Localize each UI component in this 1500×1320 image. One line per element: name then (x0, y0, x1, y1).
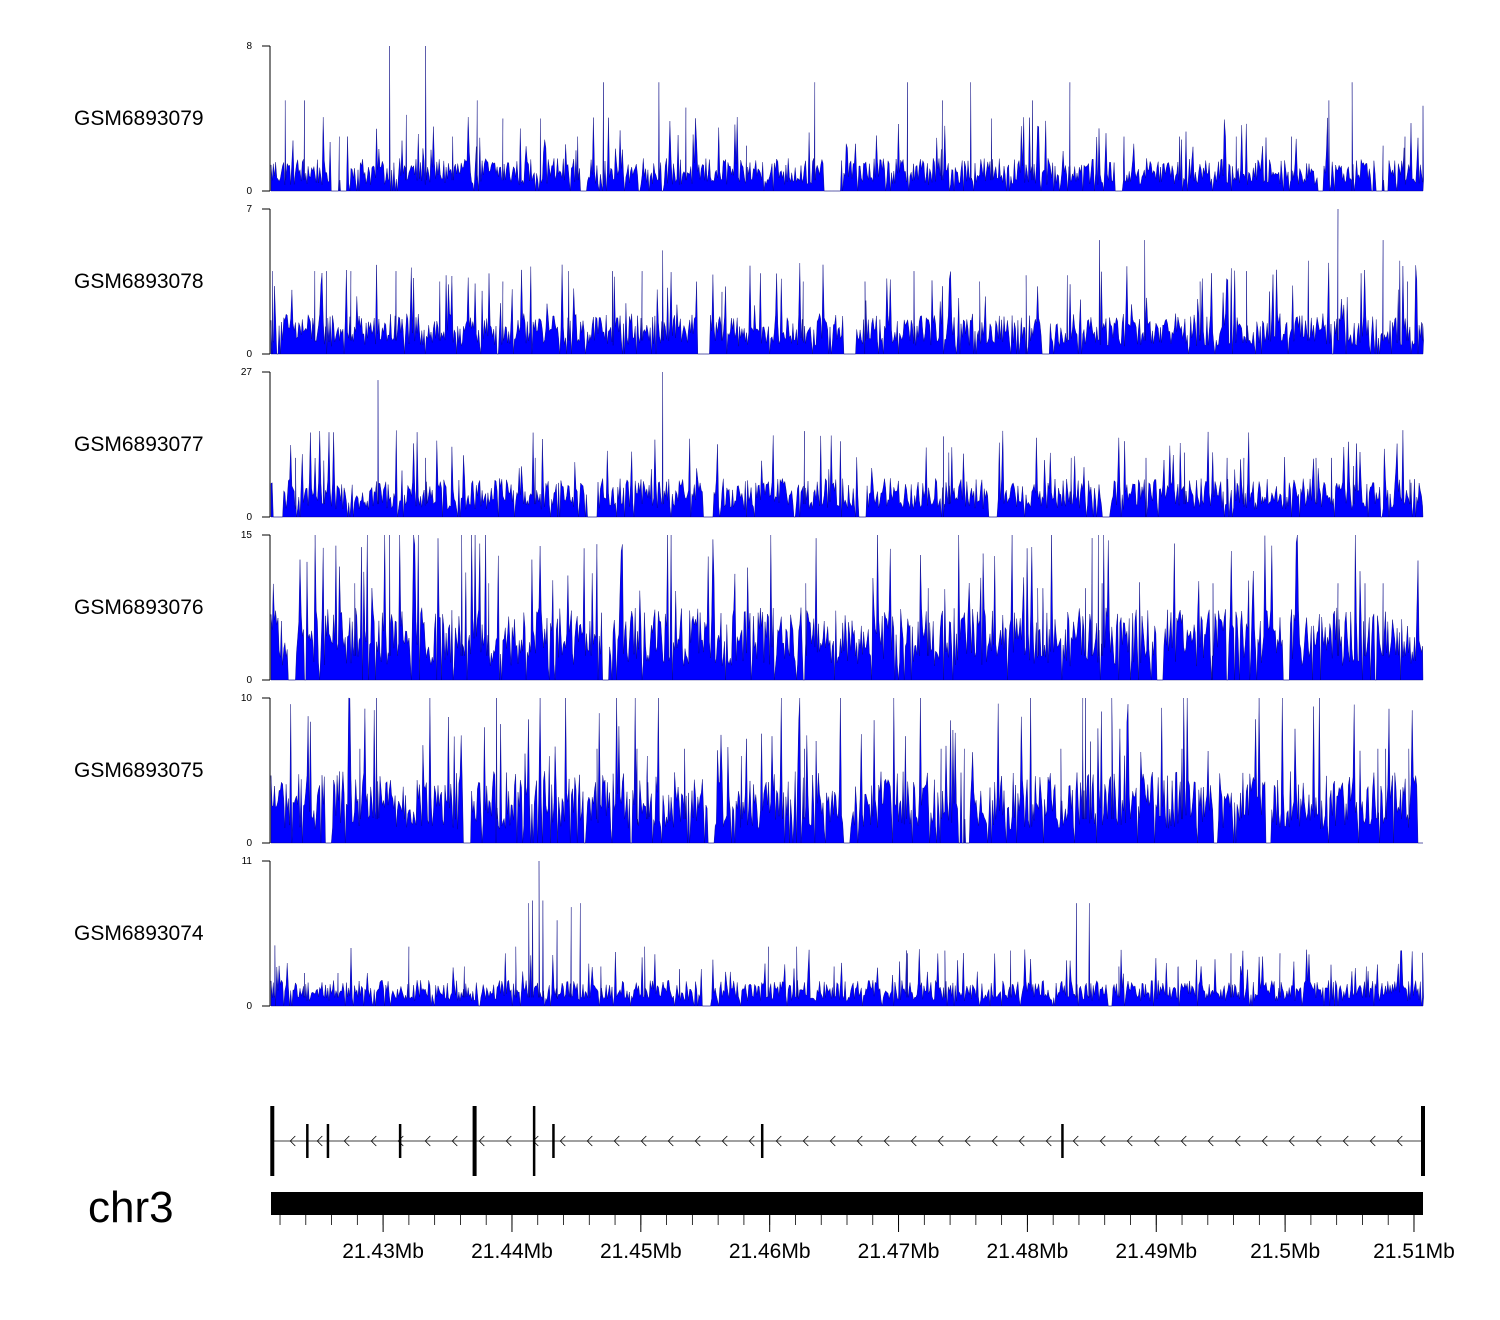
y-tick-label-min: 0 (246, 349, 252, 360)
axis-tick-label: 21.43Mb (342, 1240, 424, 1263)
strand-arrow (1315, 1135, 1322, 1147)
strand-arrow (478, 1135, 485, 1147)
strand-arrow (586, 1135, 593, 1147)
chromosome-bar (271, 1192, 1423, 1215)
axis-tick-label: 21.49Mb (1115, 1240, 1197, 1263)
axis-tick-label: 21.47Mb (858, 1240, 940, 1263)
strand-arrow (829, 1135, 836, 1147)
strand-arrow (694, 1135, 701, 1147)
axis-tick-label: 21.44Mb (471, 1240, 553, 1263)
strand-arrow (1180, 1135, 1187, 1147)
strand-arrow (397, 1135, 404, 1147)
track-GSM6893077: 27 0 GSM6893077 (74, 367, 1424, 523)
strand-arrow (505, 1135, 512, 1147)
exon-block (1061, 1124, 1064, 1158)
track-GSM6893075: 10 0 GSM6893075 (74, 693, 1423, 849)
track-GSM6893078: 7 0 GSM6893078 (74, 204, 1424, 360)
track-label: GSM6893077 (74, 433, 204, 456)
y-tick-label-max: 8 (246, 41, 252, 52)
track-GSM6893076: 15 0 GSM6893076 (74, 530, 1424, 686)
strand-arrow (910, 1135, 917, 1147)
y-tick-label-min: 0 (246, 675, 252, 686)
strand-arrow (964, 1135, 971, 1147)
strand-arrow (1342, 1135, 1349, 1147)
y-tick-label-max: 7 (246, 204, 252, 215)
exon-block (270, 1106, 275, 1176)
strand-arrow (1126, 1135, 1133, 1147)
track-label: GSM6893078 (74, 270, 204, 293)
strand-arrow (370, 1135, 377, 1147)
strand-arrow (424, 1135, 431, 1147)
coverage-area (270, 534, 1424, 681)
y-tick-label-min: 0 (246, 512, 252, 523)
track-label: GSM6893079 (74, 107, 204, 130)
gene-model-track (270, 1106, 1425, 1176)
strand-arrow (748, 1135, 755, 1147)
strand-arrow (1072, 1135, 1079, 1147)
exon-block (1421, 1106, 1425, 1176)
strand-arrow (1396, 1135, 1403, 1147)
y-tick-label-max: 11 (242, 856, 253, 867)
strand-arrow (316, 1135, 323, 1147)
exon-block (552, 1124, 555, 1158)
track-label: GSM6893074 (74, 922, 204, 945)
y-tick-label-max: 27 (241, 367, 253, 378)
chromosome-label: chr3 (88, 1183, 174, 1232)
coverage-area (270, 697, 1423, 844)
strand-arrow (1234, 1135, 1241, 1147)
strand-arrow (991, 1135, 998, 1147)
strand-arrow (289, 1135, 296, 1147)
coverage-area (270, 371, 1424, 518)
y-tick-label-min: 0 (246, 838, 252, 849)
strand-arrow (802, 1135, 809, 1147)
exon-block (760, 1124, 764, 1158)
strand-arrow (1261, 1135, 1268, 1147)
exon-block (532, 1106, 536, 1176)
axis-tick-label: 21.51Mb (1373, 1240, 1455, 1263)
strand-arrow (640, 1135, 647, 1147)
exon-block (398, 1124, 402, 1158)
track-GSM6893074: 11 0 GSM6893074 (74, 856, 1424, 1012)
coverage-area (270, 860, 1424, 1007)
y-tick-label-min: 0 (246, 186, 252, 197)
exon-block (306, 1124, 309, 1158)
strand-arrow (721, 1135, 728, 1147)
strand-arrow (1153, 1135, 1160, 1147)
exon-block (326, 1124, 330, 1158)
strand-arrow (1369, 1135, 1376, 1147)
strand-arrow (667, 1135, 674, 1147)
exon-block (472, 1106, 477, 1176)
axis-tick-label: 21.5Mb (1250, 1240, 1320, 1263)
strand-arrow (1288, 1135, 1295, 1147)
y-tick-label-max: 15 (241, 530, 253, 541)
strand-arrow (343, 1135, 350, 1147)
coverage-area (270, 45, 1424, 192)
track-label: GSM6893076 (74, 596, 204, 619)
chromosome-axis: chr3 21.43Mb 21.44Mb 21.45Mb 21.46Mb 21.47Mb… (88, 1183, 1455, 1263)
strand-arrow (559, 1135, 566, 1147)
strand-arrow (937, 1135, 944, 1147)
y-tick-label-max: 10 (241, 693, 253, 704)
coverage-tracks: 8 0 GSM6893079 7 0 GSM6893078 27 0 GSM6893077 15 0… (74, 41, 1424, 1012)
strand-arrow (856, 1135, 863, 1147)
strand-arrow (1045, 1135, 1052, 1147)
strand-arrow (1018, 1135, 1025, 1147)
strand-arrow (613, 1135, 620, 1147)
strand-arrow (451, 1135, 458, 1147)
track-label: GSM6893075 (74, 759, 204, 782)
strand-arrow (775, 1135, 782, 1147)
coverage-area (270, 208, 1424, 355)
axis-tick-label: 21.46Mb (729, 1240, 811, 1263)
y-tick-label-min: 0 (246, 1001, 252, 1012)
strand-arrow (1207, 1135, 1214, 1147)
track-GSM6893079: 8 0 GSM6893079 (74, 41, 1424, 197)
axis-tick-label: 21.48Mb (987, 1240, 1069, 1263)
strand-arrow (1099, 1135, 1106, 1147)
axis-tick-label: 21.45Mb (600, 1240, 682, 1263)
strand-arrow (883, 1135, 890, 1147)
